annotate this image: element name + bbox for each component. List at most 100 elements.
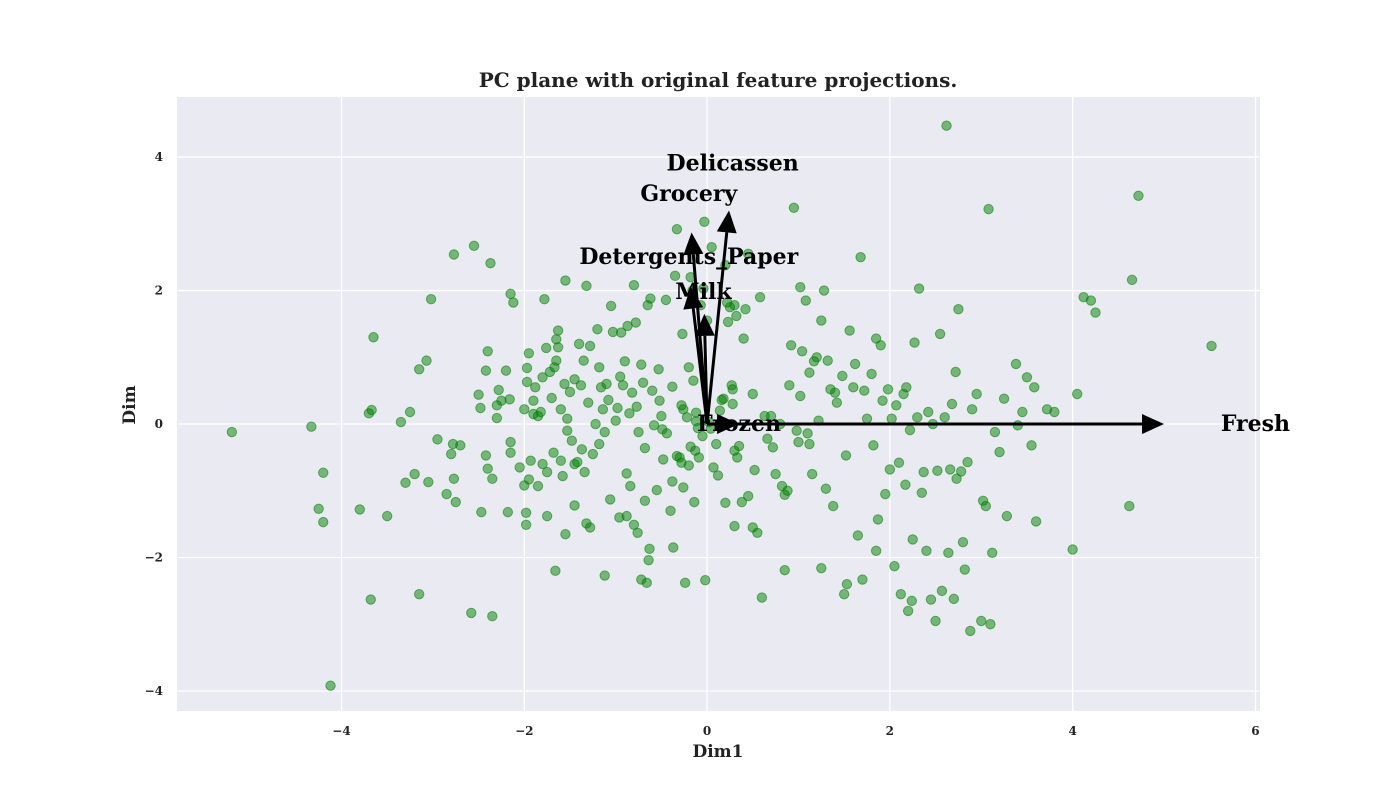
data-point (683, 362, 694, 373)
data-point (795, 282, 806, 293)
data-point (950, 366, 961, 378)
data-point (576, 444, 588, 455)
data-point (581, 280, 592, 292)
data-point (918, 466, 929, 478)
data-point (575, 380, 587, 391)
feature-vector-label: Fresh (1221, 411, 1290, 437)
data-point (882, 384, 894, 395)
data-point (480, 450, 492, 461)
data-point (816, 562, 827, 574)
data-point (557, 470, 568, 482)
data-point (579, 466, 590, 478)
data-point (722, 316, 734, 328)
data-point (537, 458, 548, 470)
data-point (889, 560, 900, 572)
data-point (520, 507, 532, 518)
data-point (884, 464, 896, 475)
data-point (804, 438, 815, 450)
data-point (857, 574, 868, 585)
data-point (502, 506, 514, 518)
data-point (855, 251, 866, 263)
data-point (848, 382, 859, 393)
data-point (1206, 340, 1217, 352)
data-point (643, 554, 654, 566)
data-point (765, 410, 777, 422)
data-point (904, 424, 916, 436)
data-point (1124, 500, 1135, 512)
data-point (318, 467, 329, 478)
data-point (840, 450, 852, 461)
data-point (523, 348, 535, 359)
data-point (930, 615, 941, 627)
data-point (712, 470, 724, 481)
chart-title: PC plane with original feature projectio… (479, 68, 958, 92)
data-point (844, 325, 855, 336)
data-point (660, 294, 672, 306)
data-point (711, 438, 722, 450)
data-point (569, 374, 580, 385)
data-point (603, 394, 614, 406)
data-point (936, 585, 948, 597)
data-point (413, 589, 425, 600)
data-point (625, 480, 636, 492)
data-point (733, 440, 745, 452)
data-point (1067, 544, 1078, 555)
data-point (1133, 190, 1144, 201)
data-point (941, 120, 952, 131)
data-point (354, 504, 365, 515)
data-point (939, 412, 950, 423)
data-point (683, 460, 694, 471)
data-point (706, 241, 717, 253)
data-point (740, 304, 751, 315)
data-point (633, 426, 644, 438)
data-point (636, 359, 647, 370)
data-point (365, 594, 376, 605)
data-point (555, 455, 567, 466)
data-point (831, 397, 843, 408)
data-point (796, 346, 808, 357)
data-point (476, 506, 487, 518)
data-point (720, 497, 731, 508)
data-point (583, 397, 594, 408)
data-point (587, 448, 599, 460)
data-point (1085, 295, 1097, 306)
data-point (466, 607, 477, 619)
data-point (548, 447, 559, 458)
x-tick-label: 2 (886, 724, 894, 738)
data-point (895, 589, 907, 600)
data-point (450, 496, 461, 508)
data-point (605, 300, 617, 312)
data-point (619, 356, 631, 367)
data-point (584, 522, 596, 533)
data-point (368, 332, 379, 343)
feature-arrow-head (717, 414, 740, 435)
x-axis-label: Dim1 (692, 742, 743, 762)
data-point (1072, 388, 1083, 400)
data-point (521, 376, 533, 388)
data-point (980, 500, 992, 512)
data-point (610, 415, 621, 426)
data-point (976, 615, 987, 627)
data-point (560, 275, 571, 286)
data-point (754, 292, 766, 303)
data-point (729, 520, 740, 532)
data-point (594, 438, 605, 450)
data-point (880, 488, 891, 500)
data-point (569, 500, 580, 511)
data-point (541, 510, 553, 522)
data-point (555, 404, 567, 415)
data-point (1126, 274, 1138, 286)
data-point (877, 395, 888, 406)
data-point (667, 476, 678, 487)
data-point (872, 514, 884, 525)
data-point (573, 338, 585, 350)
data-point (966, 404, 978, 415)
data-point (665, 505, 676, 516)
data-point (891, 400, 902, 411)
data-point (818, 285, 830, 296)
data-point (852, 530, 864, 541)
data-point (718, 393, 729, 404)
data-point (951, 473, 962, 484)
data-point (599, 426, 610, 438)
data-point (552, 325, 564, 336)
